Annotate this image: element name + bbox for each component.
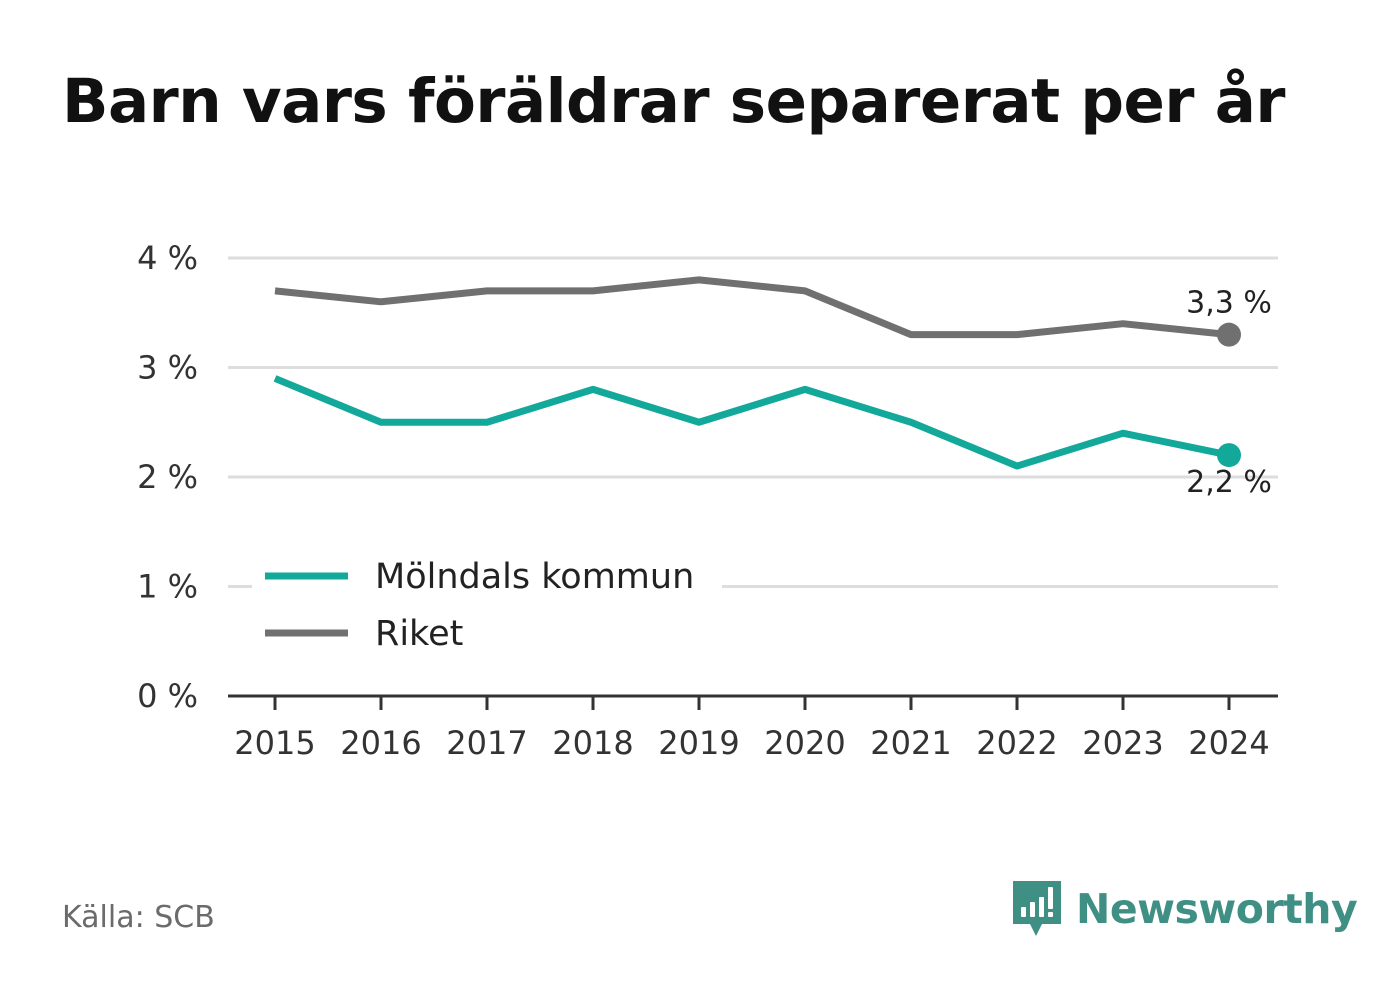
end-value-label: 2,2 % [1186,465,1272,500]
y-axis-ticks: 0 % 1 % 2 % 3 % 4 % [137,239,198,715]
y-tick-label: 2 % [137,458,198,496]
legend-background [252,545,722,665]
x-tick-label: 2015 [234,724,315,762]
x-tick-label: 2018 [552,724,633,762]
source-note: Källa: SCB [62,900,215,935]
x-tick-label: 2016 [340,724,421,762]
legend-label: Riket [375,614,463,654]
x-tick-label: 2021 [870,724,951,762]
series-line-molndal [273,375,1230,470]
chart-title: Barn vars föräldrar separerat per år [62,66,1286,137]
brand-name: Newsworthy [1076,885,1358,933]
brand-logo: Newsworthy [1010,878,1358,940]
series-line-riket [274,276,1230,339]
x-tick-label: 2020 [764,724,845,762]
legend: Mölndals kommun Riket [252,545,722,665]
y-tick-label: 3 % [137,349,198,387]
end-value-label: 3,3 % [1186,286,1272,321]
y-tick-label: 1 % [137,568,198,606]
series-lines: 3,3 % 2,2 % [273,276,1272,500]
series-end-point [1217,322,1241,347]
x-tick-label: 2024 [1188,724,1269,762]
x-tick-label: 2019 [658,724,739,762]
x-tick-label: 2022 [976,724,1057,762]
x-tick-label: 2017 [446,724,527,762]
x-tick-label: 2023 [1082,724,1163,762]
newsworthy-logo-icon [1013,881,1061,936]
legend-label: Mölndals kommun [375,557,694,597]
y-tick-label: 0 % [137,677,198,715]
y-tick-label: 4 % [137,239,198,277]
x-axis: 2015 2016 2017 2018 2019 2020 2021 2022 2023 2024 [228,694,1278,762]
series-end-point [1217,443,1241,468]
